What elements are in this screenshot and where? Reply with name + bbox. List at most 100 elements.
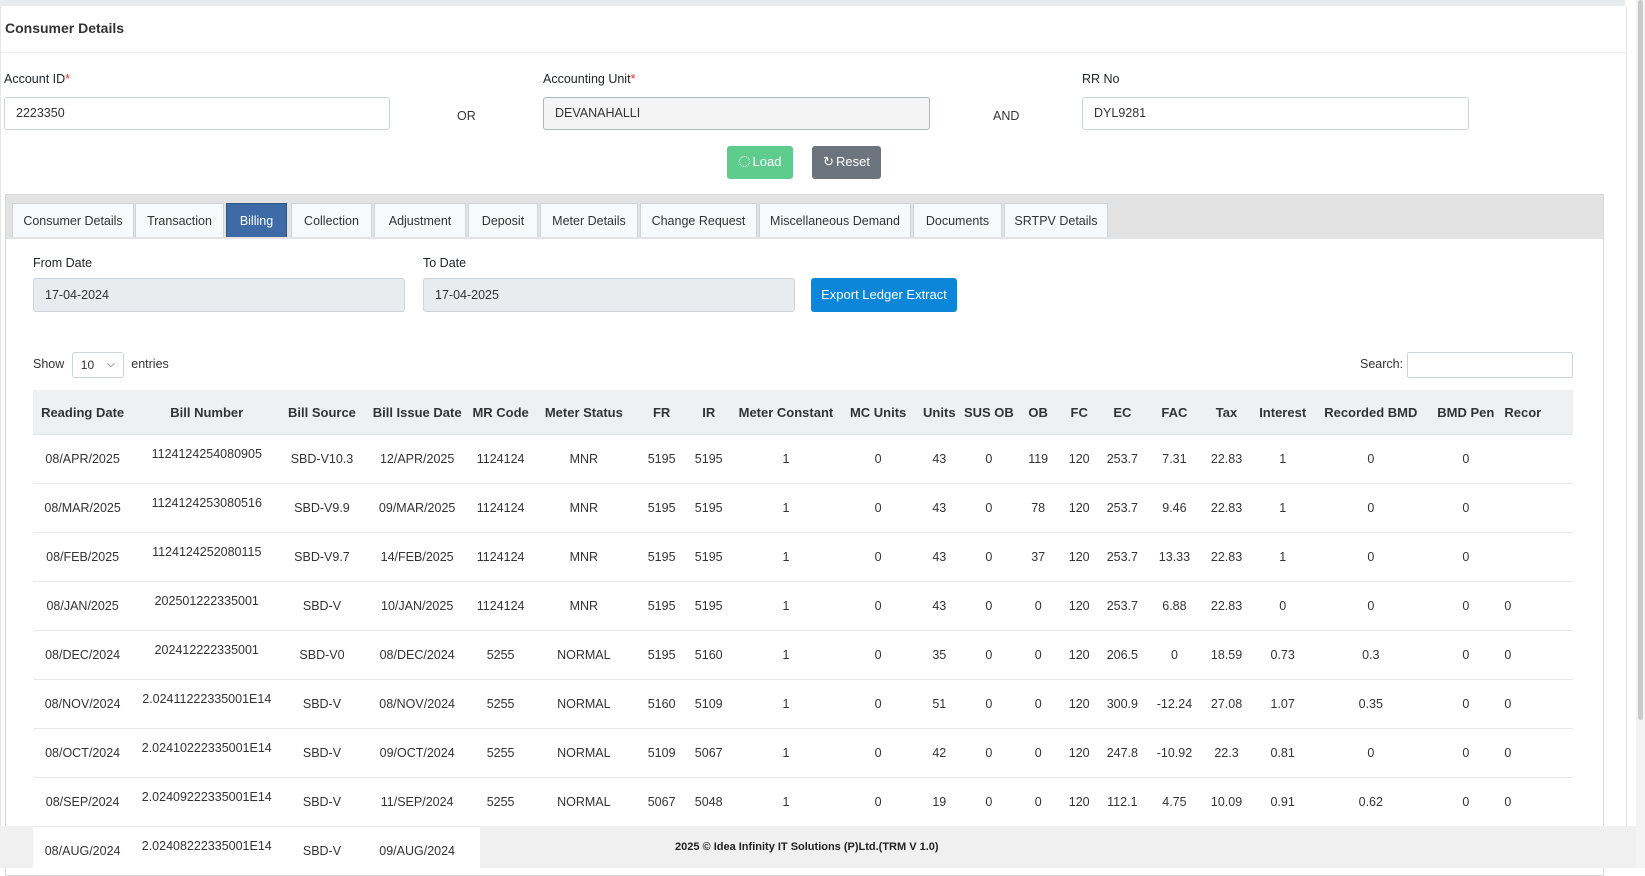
table-cell: 247.8 (1097, 728, 1147, 778)
table-cell: 1 (732, 679, 840, 729)
table-header-row: Reading Date Bill Number Bill Source Bil… (33, 390, 1573, 435)
tab-billing[interactable]: Billing (226, 203, 287, 237)
table-cell: 0 (1314, 581, 1428, 631)
table-cell: 0.3 (1314, 630, 1428, 680)
tab-deposit[interactable]: Deposit (468, 203, 538, 237)
table-cell: 08/NOV/2024 (33, 679, 133, 729)
table-cell: 0 (1504, 630, 1573, 680)
table-cell: 78 (1015, 483, 1061, 533)
col-ec[interactable]: EC (1097, 390, 1147, 435)
tab-documents[interactable]: Documents (913, 203, 1002, 237)
tab-change-request[interactable]: Change Request (640, 203, 757, 237)
col-meter-status[interactable]: Meter Status (529, 390, 639, 435)
export-ledger-button[interactable]: Export Ledger Extract (811, 278, 957, 312)
spinner-icon (738, 156, 750, 167)
col-mc-units[interactable]: MC Units (839, 390, 917, 435)
col-units[interactable]: Units (916, 390, 962, 435)
reset-button[interactable]: ↻ Reset (812, 146, 881, 179)
col-bill-number[interactable]: Bill Number (132, 390, 282, 435)
col-bill-issue-date[interactable]: Bill Issue Date (362, 390, 472, 435)
table-row[interactable]: 08/APR/2025 1124124254080905 SBD-V10.3 12/A… (33, 434, 1573, 484)
footer-left (0, 826, 33, 868)
col-ob[interactable]: OB (1015, 390, 1061, 435)
table-cell: 120 (1060, 581, 1098, 631)
col-tax[interactable]: Tax (1201, 390, 1252, 435)
table-cell: 11/SEP/2024 (362, 777, 472, 827)
from-date-input[interactable]: 17-04-2024 (33, 278, 405, 312)
table-cell: 1 (732, 434, 840, 484)
table-cell: 1 (732, 728, 840, 778)
tab-meter-details[interactable]: Meter Details (540, 203, 638, 237)
table-cell: 253.7 (1097, 532, 1147, 582)
tab-adjustment[interactable]: Adjustment (374, 203, 466, 237)
table-row[interactable]: 08/DEC/2024 202412222335001 SBD-V0 08/DEC/2… (33, 630, 1573, 680)
col-recorded-bmd[interactable]: Recorded BMD (1314, 390, 1428, 435)
table-cell: 120 (1060, 483, 1098, 533)
table-cell: 0 (1427, 483, 1505, 533)
table-cell: 1 (1251, 483, 1315, 533)
table-cell: 0 (961, 630, 1016, 680)
tab-consumer-details[interactable]: Consumer Details (12, 203, 134, 237)
table-cell: 09/AUG/2024 (362, 826, 472, 868)
table-cell: 08/OCT/2024 (33, 728, 133, 778)
col-ir[interactable]: IR (685, 390, 733, 435)
table-cell: 120 (1060, 777, 1098, 827)
reset-button-label: Reset (835, 154, 870, 169)
table-cell: 19 (916, 777, 962, 827)
entries-select[interactable]: 10 ⌵ (71, 351, 124, 378)
tab-miscellaneous-demand[interactable]: Miscellaneous Demand (759, 203, 911, 237)
col-interest[interactable]: Interest (1251, 390, 1315, 435)
page-scrollbar[interactable] (1636, 0, 1645, 868)
table-cell: 0 (1314, 728, 1428, 778)
search-input[interactable] (1407, 351, 1574, 378)
to-date-input[interactable]: 17-04-2025 (423, 278, 795, 312)
table-cell: NORMAL (529, 630, 639, 680)
table-cell: SBD-V (281, 581, 363, 631)
table-cell: 43 (916, 483, 962, 533)
col-recor[interactable]: Recor (1504, 390, 1573, 435)
table-cell: 2.02409222335001E14 (132, 777, 282, 827)
tab-strip: Consumer Details Transaction Billing Col… (6, 195, 1603, 239)
table-row[interactable]: 08/MAR/2025 1124124253080516 SBD-V9.9 09/MA… (33, 483, 1573, 533)
table-row[interactable]: 08/JAN/2025 202501222335001 SBD-V 10/JAN/20… (33, 581, 1573, 631)
table-cell: 1 (1251, 434, 1315, 484)
table-cell: -10.92 (1146, 728, 1202, 778)
accounting-unit-input[interactable]: DEVANAHALLI (543, 97, 930, 130)
table-row[interactable]: 08/SEP/2024 2.02409222335001E14 SBD-V 11/SE… (33, 777, 1573, 827)
col-fac[interactable]: FAC (1146, 390, 1202, 435)
table-cell: 7.31 (1146, 434, 1202, 484)
table-cell: SBD-V0 (281, 630, 363, 680)
table-cell: MNR (529, 581, 639, 631)
table-cell: 253.7 (1097, 581, 1147, 631)
table-cell: 0 (1427, 679, 1505, 729)
table-cell: 22.83 (1201, 532, 1252, 582)
col-meter-constant[interactable]: Meter Constant (732, 390, 840, 435)
tab-collection[interactable]: Collection (291, 203, 372, 237)
col-bill-source[interactable]: Bill Source (281, 390, 363, 435)
scrollbar-thumb[interactable] (1638, 0, 1643, 720)
col-reading-date[interactable]: Reading Date (33, 390, 133, 435)
billing-table-body: 08/APR/2025 1124124254080905 SBD-V10.3 12/A… (33, 434, 1573, 868)
load-button[interactable]: Load (727, 146, 793, 179)
table-cell: 0 (839, 434, 917, 484)
top-divider (0, 0, 1625, 6)
tab-srtpv-details[interactable]: SRTPV Details (1004, 203, 1108, 237)
account-id-input[interactable]: 2223350 (4, 97, 390, 130)
col-bmd-pen[interactable]: BMD Pen (1427, 390, 1505, 435)
col-fr[interactable]: FR (638, 390, 686, 435)
col-mr-code[interactable]: MR Code (471, 390, 530, 435)
tab-transaction[interactable]: Transaction (135, 203, 224, 237)
col-fc[interactable]: FC (1060, 390, 1098, 435)
table-row[interactable]: 08/OCT/2024 2.02410222335001E14 SBD-V 09/OC… (33, 728, 1573, 778)
billing-table-wrapper[interactable]: Reading Date Bill Number Bill Source Bil… (33, 390, 1573, 868)
card-header: Consumer Details (1, 6, 1626, 53)
table-row[interactable]: 08/FEB/2025 1124124252080115 SBD-V9.7 14/FE… (33, 532, 1573, 582)
rr-no-input[interactable]: DYL9281 (1082, 97, 1469, 130)
table-cell: 0 (961, 728, 1016, 778)
search-label: Search: (1360, 357, 1404, 371)
table-cell: 5255 (471, 630, 530, 680)
table-row[interactable]: 08/NOV/2024 2.02411222335001E14 SBD-V 08/NO… (33, 679, 1573, 729)
table-cell: 0 (1015, 581, 1061, 631)
table-cell: 5195 (638, 581, 686, 631)
col-sus-ob[interactable]: SUS OB (961, 390, 1016, 435)
